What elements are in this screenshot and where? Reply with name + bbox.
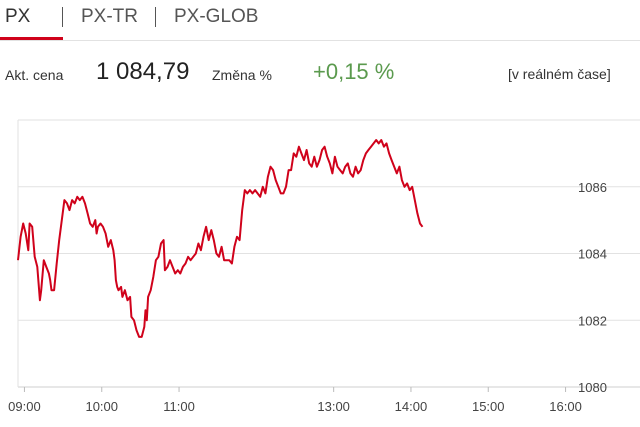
price-label: Akt. cena bbox=[5, 67, 64, 83]
realtime-label: [v reálném čase] bbox=[508, 66, 611, 82]
change-label: Změna % bbox=[212, 67, 272, 83]
x-tick-label: 15:00 bbox=[472, 399, 505, 414]
tab-px-glob[interactable]: PX-GLOB bbox=[174, 6, 259, 27]
tabs-divider bbox=[0, 40, 640, 41]
x-tick-label: 09:00 bbox=[8, 399, 41, 414]
current-price: 1 084,79 bbox=[96, 58, 190, 85]
y-tick-label: 1084 bbox=[578, 247, 607, 262]
index-tabs: PX PX-TR PX-GLOB bbox=[0, 0, 640, 42]
x-axis-ticks: 09:00 10:00 11:00 13:00 14:00 15:00 16:00 bbox=[8, 387, 582, 414]
series-line bbox=[17, 139, 424, 338]
x-tick-label: 16:00 bbox=[549, 399, 582, 414]
y-tick-label: 1080 bbox=[578, 380, 607, 395]
tab-px[interactable]: PX bbox=[5, 6, 31, 27]
price-chart: 09:00 10:00 11:00 13:00 14:00 15:00 16:00 1080… bbox=[8, 119, 640, 414]
x-tick-label: 14:00 bbox=[395, 399, 428, 414]
x-tick-label: 11:00 bbox=[163, 399, 195, 414]
x-tick-label: 13:00 bbox=[317, 399, 350, 414]
y-axis-ticks: 1080 1082 1084 1086 bbox=[578, 180, 607, 395]
tab-separator bbox=[155, 7, 156, 27]
tab-separator bbox=[62, 7, 63, 27]
chart-grid bbox=[17, 119, 640, 388]
active-tab-indicator bbox=[0, 37, 63, 40]
y-tick-label: 1082 bbox=[578, 313, 607, 328]
tab-px-tr[interactable]: PX-TR bbox=[81, 6, 138, 27]
change-percent: +0,15 % bbox=[313, 59, 395, 84]
quote-bar: Akt. cena 1 084,79 Změna % +0,15 % [v re… bbox=[0, 58, 640, 90]
chart-series bbox=[17, 139, 424, 338]
y-tick-label: 1086 bbox=[578, 180, 607, 195]
x-tick-label: 10:00 bbox=[85, 399, 118, 414]
